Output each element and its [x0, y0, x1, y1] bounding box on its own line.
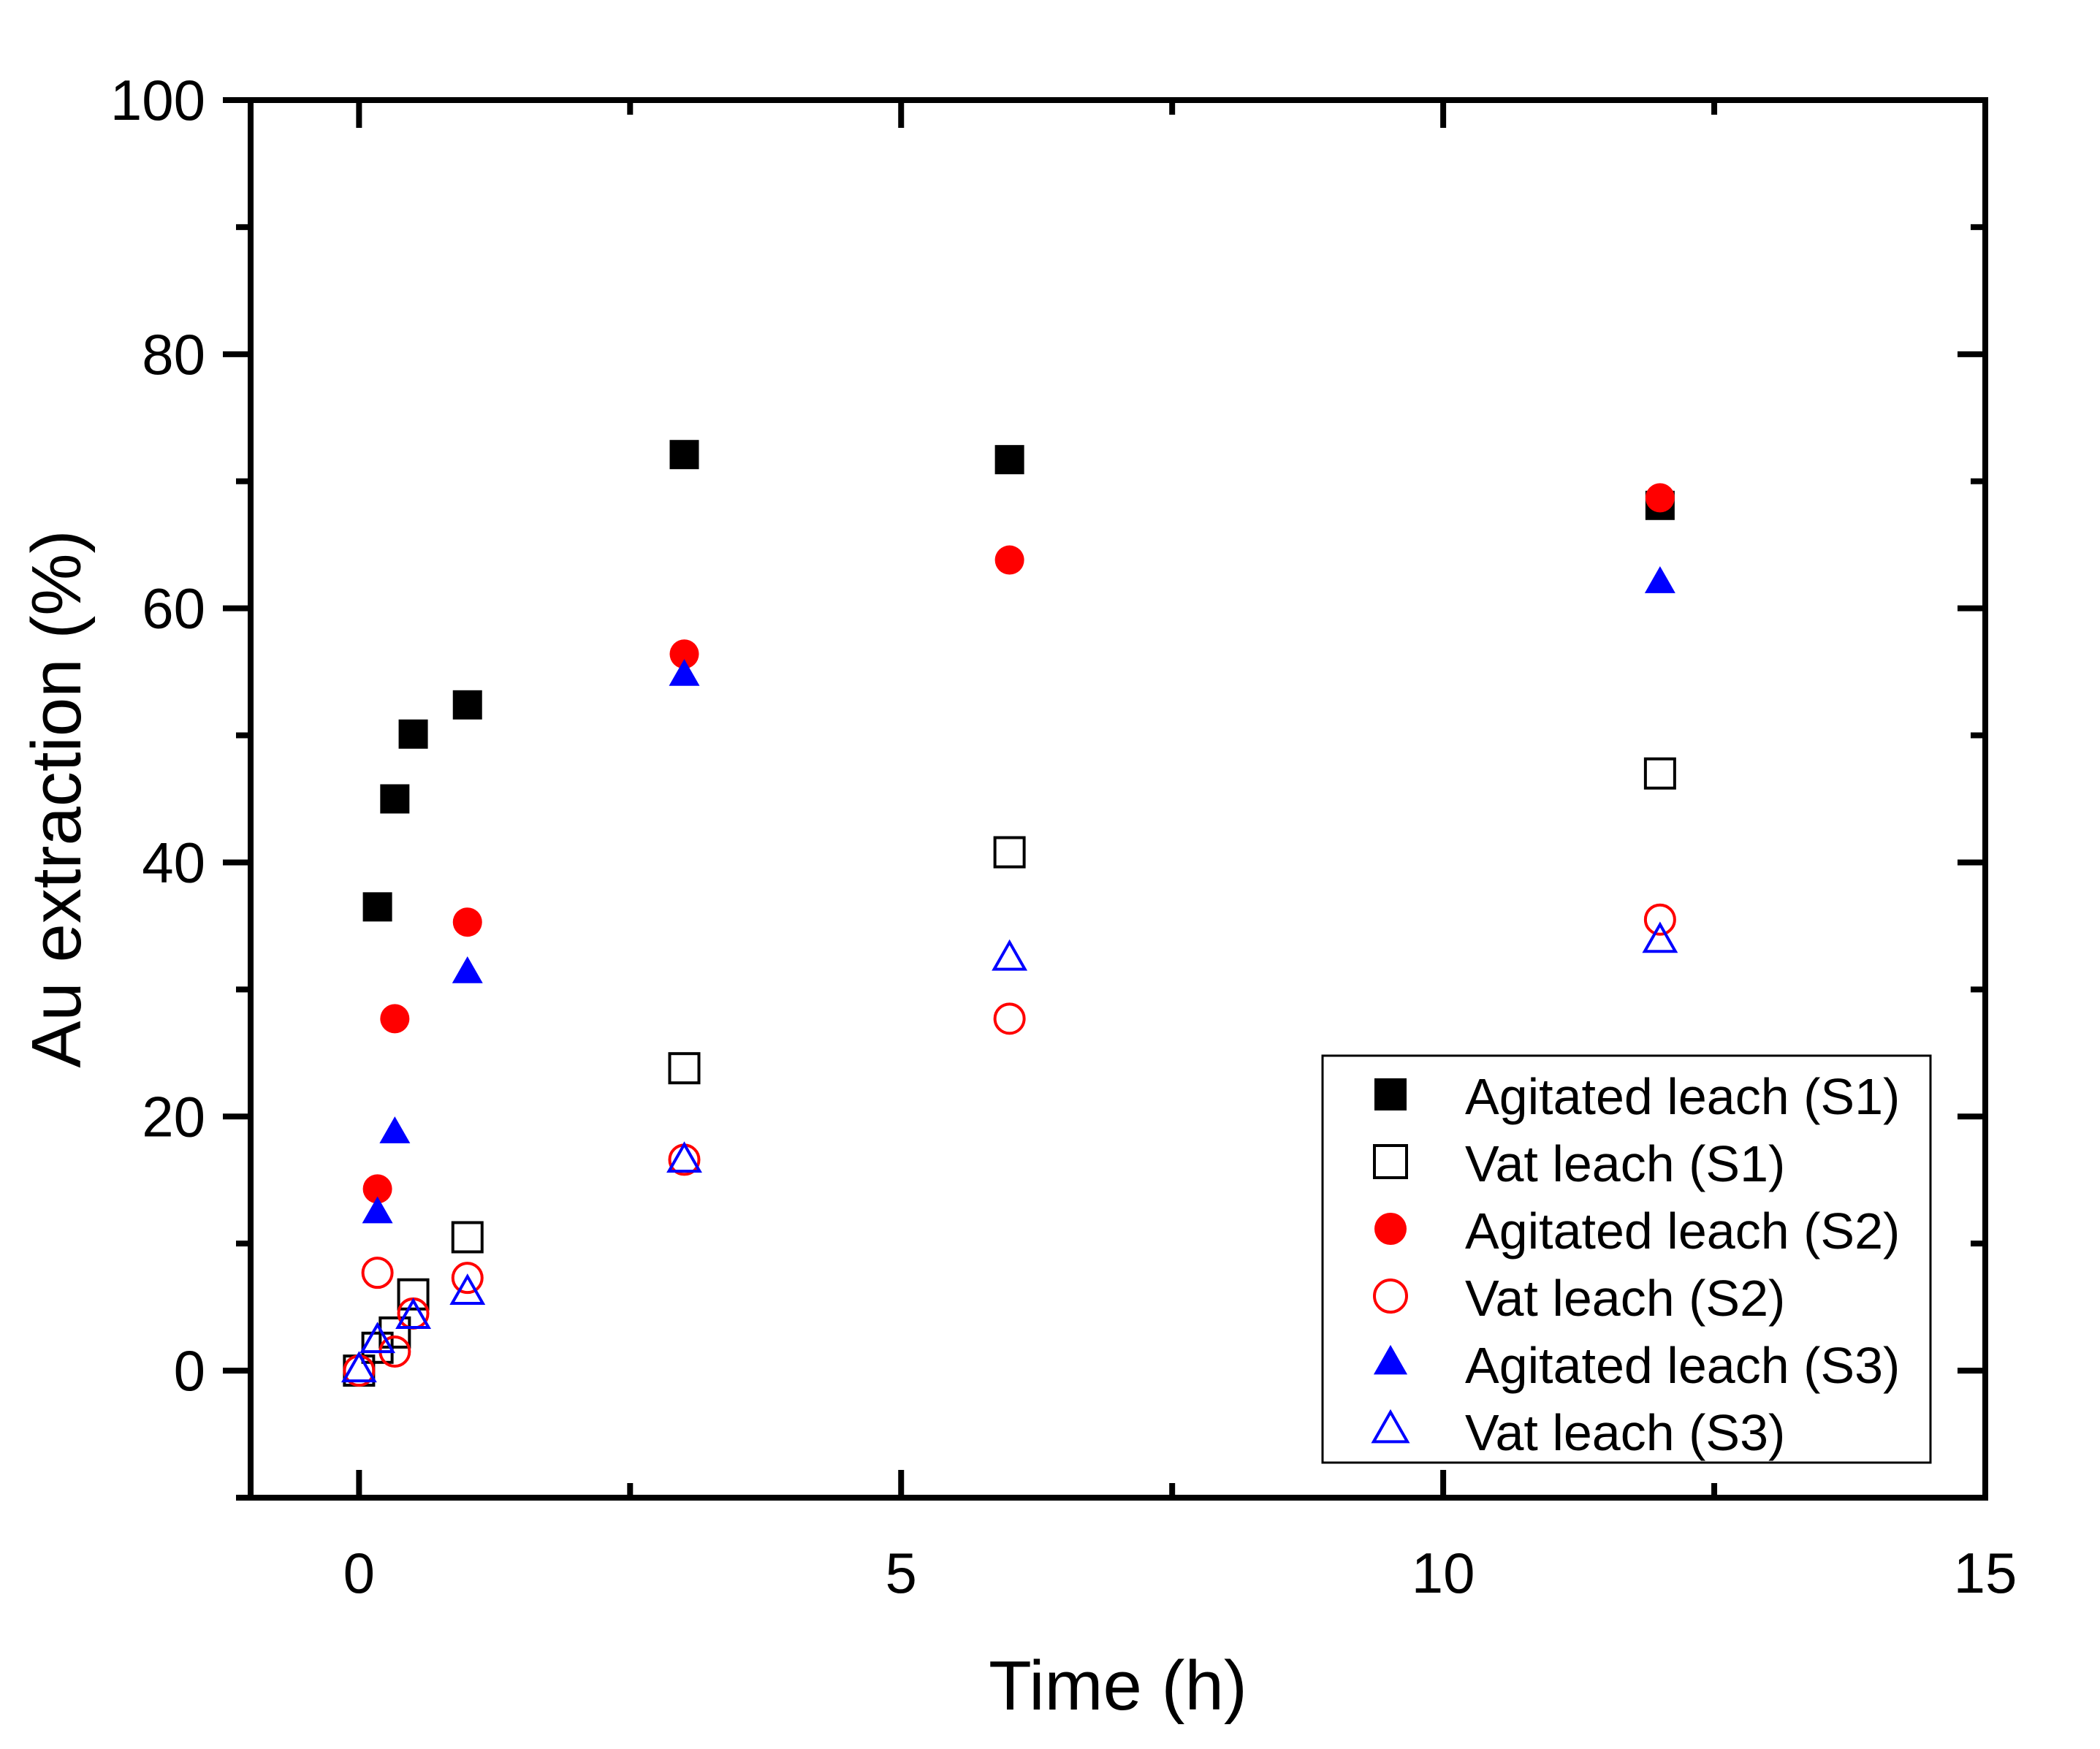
data-point	[1645, 483, 1675, 513]
legend-box	[1321, 1054, 1932, 1464]
data-point	[668, 1052, 701, 1085]
data-point	[994, 545, 1024, 575]
tick-labels: 0 5 10 15 0 20 40 60 80 100	[110, 68, 2017, 1605]
data-point	[1643, 757, 1676, 790]
x-tick-label: 5	[886, 1541, 917, 1605]
data-point	[451, 1221, 484, 1254]
data-point	[1644, 566, 1675, 593]
y-tick-label: 100	[110, 68, 205, 132]
legend-label: Vat leach (S1)	[1465, 1135, 1785, 1192]
data-point	[452, 956, 483, 983]
y-tick-label: 40	[142, 830, 205, 894]
y-tick-label: 80	[142, 322, 205, 386]
data-point	[669, 658, 700, 686]
legend-marker	[1373, 1144, 1408, 1179]
data-point	[994, 445, 1024, 475]
data-point	[451, 1262, 484, 1295]
legend-label: Vat leach (S3)	[1465, 1404, 1785, 1461]
data-point	[397, 1278, 430, 1311]
legend-marker	[1373, 1279, 1408, 1314]
x-tick-label: 15	[1954, 1541, 2017, 1605]
data-point	[380, 1004, 410, 1034]
data-point	[362, 1196, 393, 1224]
data-point	[341, 1351, 377, 1383]
series-2	[362, 483, 1675, 1204]
legend: Agitated leach (S1) Vat leach (S1) Agitate…	[1321, 1054, 1932, 1464]
data-point	[669, 639, 699, 669]
x-tick-label: 10	[1412, 1541, 1475, 1605]
legend-marker	[1374, 1213, 1407, 1245]
data-point	[452, 690, 482, 720]
x-tick-label: 0	[343, 1541, 375, 1605]
series-0	[362, 440, 1675, 922]
data-point	[362, 892, 392, 922]
x-axis-label: Time (h)	[989, 1647, 1247, 1725]
data-point	[1643, 903, 1676, 936]
data-point	[395, 1298, 432, 1330]
y-tick-label: 60	[142, 576, 205, 641]
data-point	[1642, 921, 1678, 953]
legend-label: Agitated leach (S2)	[1465, 1203, 1900, 1260]
data-point	[378, 1316, 411, 1349]
y-tick-label: 20	[142, 1084, 205, 1148]
data-point	[379, 1116, 411, 1143]
legend-label: Vat leach (S2)	[1465, 1270, 1785, 1327]
data-point	[452, 907, 482, 937]
series-5	[341, 921, 1678, 1383]
y-axis-label: Au extraction (%)	[18, 530, 96, 1067]
data-point	[359, 1322, 396, 1354]
data-point	[380, 784, 410, 814]
data-point	[669, 440, 699, 470]
legend-marker	[1374, 1078, 1407, 1110]
y-tick-label: 0	[174, 1338, 205, 1403]
data-point	[992, 939, 1028, 971]
legend-label: Agitated leach (S3)	[1465, 1337, 1900, 1394]
data-point	[449, 1273, 486, 1305]
data-point	[362, 1174, 392, 1204]
data-point	[993, 1002, 1026, 1035]
series-4	[362, 566, 1675, 1224]
data-point	[361, 1257, 394, 1289]
plot-frame	[248, 97, 1988, 1501]
legend-label: Agitated leach (S1)	[1465, 1068, 1900, 1125]
legend-marker	[1373, 1344, 1408, 1375]
data-point	[993, 836, 1026, 869]
points-layer	[341, 440, 1678, 1387]
data-point	[666, 1141, 702, 1173]
legend-marker	[1371, 1409, 1410, 1444]
data-point	[398, 719, 428, 749]
